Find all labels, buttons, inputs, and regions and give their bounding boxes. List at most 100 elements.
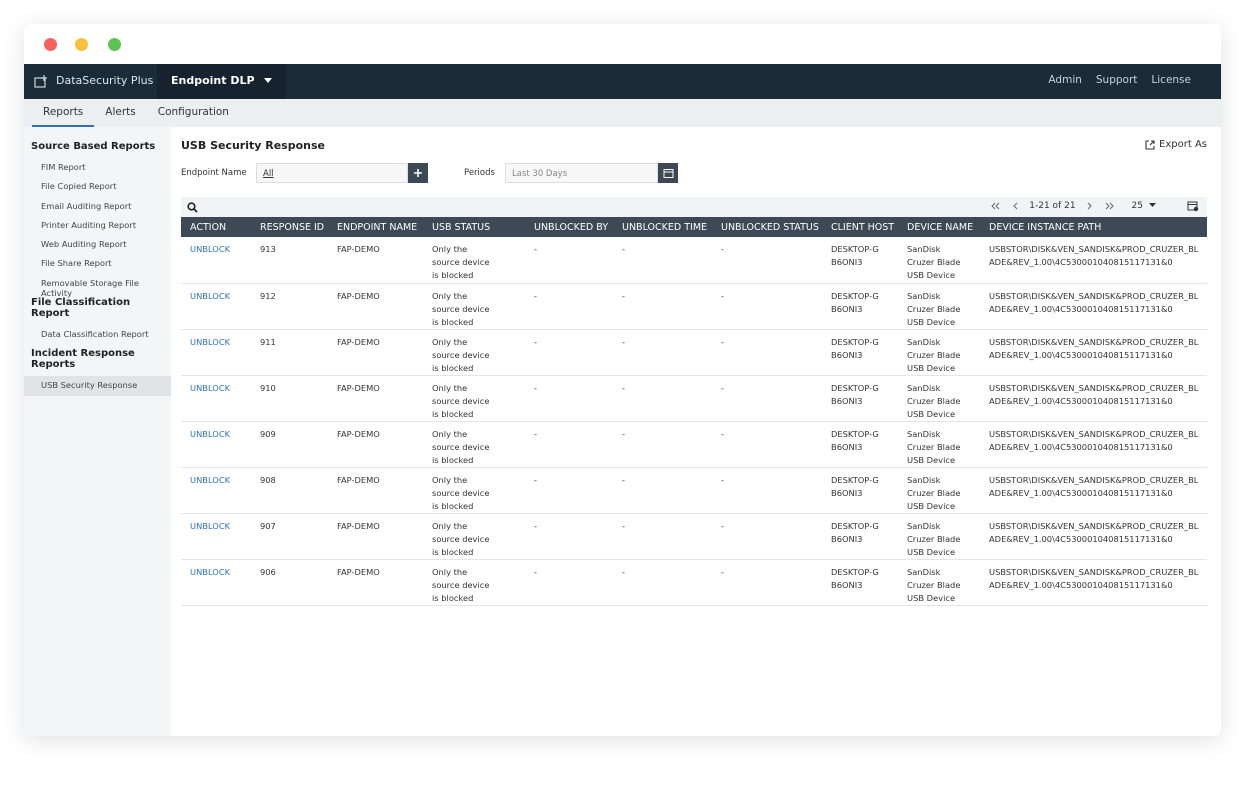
unblock-link[interactable]: UNBLOCK <box>181 467 251 514</box>
header-row: ACTION RESPONSE ID ENDPOINT NAME USB STATUS… <box>181 217 1207 237</box>
table-cell: USBSTOR\DISK&VEN_SANDISK&PROD_CRUZER_BLA… <box>980 375 1207 422</box>
next-page[interactable] <box>1082 200 1096 212</box>
pagination: 1-21 of 21 25 <box>989 200 1199 212</box>
brand[interactable]: DataSecurity Plus <box>56 74 154 87</box>
column-header[interactable]: ACTION <box>181 217 251 237</box>
unblock-link[interactable]: UNBLOCK <box>181 421 251 468</box>
table-cell: 911 <box>251 329 328 376</box>
prev-page[interactable] <box>1009 200 1023 212</box>
sidebar: Source Based Reports FIM Report File Copie… <box>24 127 171 736</box>
top-link[interactable]: Support <box>1095 74 1138 86</box>
table-cell: USBSTOR\DISK&VEN_SANDISK&PROD_CRUZER_BLA… <box>980 467 1207 514</box>
column-header[interactable]: UNBLOCKED TIME <box>613 217 712 237</box>
column-header[interactable]: UNBLOCKED STATUS <box>712 217 822 237</box>
table-cell: - <box>613 559 712 606</box>
table-row: UNBLOCK 910 FAP-DEMO Only the source device… <box>181 375 1207 422</box>
table-cell: FAP-DEMO <box>328 513 423 560</box>
table-cell: - <box>712 467 822 514</box>
first-page[interactable] <box>989 200 1003 212</box>
minimize-button[interactable] <box>75 38 88 51</box>
table-row: UNBLOCK 911 FAP-DEMO Only the source device… <box>181 329 1207 376</box>
close-button[interactable] <box>44 38 57 51</box>
table-cell: - <box>525 467 613 514</box>
page-range: 1-21 of 21 <box>1029 201 1076 211</box>
table-cell: DESKTOP-GB6ONI3 <box>822 283 898 330</box>
column-settings[interactable] <box>1187 201 1199 212</box>
table-cell: FAP-DEMO <box>328 237 423 284</box>
sidebar-item[interactable]: FIM Report <box>41 162 86 172</box>
table-row: UNBLOCK 907 FAP-DEMO Only the source device… <box>181 513 1207 560</box>
column-header[interactable]: DEVICE INSTANCE PATH <box>980 217 1207 237</box>
table-cell: Only the source device is blocked <box>423 329 525 376</box>
export-label[interactable]: Export As <box>1159 139 1207 150</box>
top-link[interactable]: License <box>1151 74 1191 86</box>
sidebar-item[interactable]: File Share Report <box>41 258 112 269</box>
export-icon <box>1145 139 1155 150</box>
table-cell: 907 <box>251 513 328 560</box>
tab[interactable]: Alerts <box>105 106 136 118</box>
table-cell: - <box>712 237 822 284</box>
unblock-link[interactable]: UNBLOCK <box>181 237 251 284</box>
product-switcher[interactable]: Endpoint DLP <box>157 64 287 99</box>
maximize-button[interactable] <box>108 38 121 51</box>
table-row: UNBLOCK 908 FAP-DEMO Only the source device… <box>181 467 1207 514</box>
export-button[interactable]: Export As <box>1145 139 1207 150</box>
table-cell: FAP-DEMO <box>328 559 423 606</box>
column-header[interactable]: DEVICE NAME <box>898 217 980 237</box>
unblock-link[interactable]: UNBLOCK <box>181 329 251 376</box>
column-header[interactable]: ENDPOINT NAME <box>328 217 423 237</box>
endpoint-label: Endpoint Name <box>181 168 247 178</box>
search-icon[interactable] <box>187 202 198 213</box>
table-cell: - <box>613 237 712 284</box>
table-cell: DESKTOP-GB6ONI3 <box>822 513 898 560</box>
table-cell: 909 <box>251 421 328 468</box>
table-cell: - <box>613 375 712 422</box>
table-body: UNBLOCK 913 FAP-DEMO Only the source device… <box>181 237 1207 606</box>
sidebar-item[interactable]: Printer Auditing Report <box>41 219 136 230</box>
unblock-link[interactable]: UNBLOCK <box>181 375 251 422</box>
tab[interactable]: Reports <box>32 99 95 127</box>
sidebar-item[interactable]: Removable Storage File Activity <box>41 277 139 298</box>
unblock-link[interactable]: UNBLOCK <box>181 513 251 560</box>
filters: Endpoint Name All Periods Last 30 Days <box>181 163 678 183</box>
endpoint-input[interactable]: All <box>256 163 408 183</box>
table-row: UNBLOCK 906 FAP-DEMO Only the source device… <box>181 559 1207 606</box>
sidebar-item[interactable]: Email Auditing Report <box>41 200 132 211</box>
table-row: UNBLOCK 909 FAP-DEMO Only the source device… <box>181 421 1207 468</box>
tab[interactable]: Configuration <box>157 106 229 118</box>
table-cell: SanDisk Cruzer Blade USB Device <box>898 467 980 514</box>
product-name[interactable]: Endpoint DLP <box>171 74 255 87</box>
sidebar-item[interactable]: Data Classification Report <box>41 329 149 340</box>
top-link[interactable]: Admin <box>1048 74 1082 86</box>
column-header[interactable]: USB STATUS <box>423 217 525 237</box>
table-cell: FAP-DEMO <box>328 329 423 376</box>
table-cell: SanDisk Cruzer Blade USB Device <box>898 559 980 606</box>
sidebar-item[interactable]: Web Auditing Report <box>41 239 127 250</box>
table-cell: DESKTOP-GB6ONI3 <box>822 329 898 376</box>
table-cell: SanDisk Cruzer Blade USB Device <box>898 329 980 376</box>
last-page[interactable] <box>1102 200 1116 212</box>
calendar-button[interactable] <box>658 163 678 183</box>
unblock-link[interactable]: UNBLOCK <box>181 283 251 330</box>
table-cell: Only the source device is blocked <box>423 237 525 284</box>
dropdown-icon <box>264 78 273 83</box>
column-header[interactable]: UNBLOCKED BY <box>525 217 613 237</box>
table-cell: - <box>613 421 712 468</box>
table-cell: - <box>712 375 822 422</box>
response-table: ACTION RESPONSE ID ENDPOINT NAME USB STATUS… <box>181 217 1207 606</box>
add-endpoint-button[interactable] <box>408 163 428 183</box>
period-input[interactable]: Last 30 Days <box>505 163 658 183</box>
page-size[interactable]: 25 <box>1131 201 1143 211</box>
unblock-link[interactable]: UNBLOCK <box>181 559 251 606</box>
sidebar-section: File Classification Report <box>31 297 131 320</box>
sidebar-item[interactable]: USB Security Response <box>24 376 171 396</box>
table-cell: Only the source device is blocked <box>423 421 525 468</box>
table-cell: Only the source device is blocked <box>423 283 525 330</box>
table-cell: USBSTOR\DISK&VEN_SANDISK&PROD_CRUZER_BLA… <box>980 421 1207 468</box>
column-header[interactable]: RESPONSE ID <box>251 217 328 237</box>
table-cell: SanDisk Cruzer Blade USB Device <box>898 283 980 330</box>
sidebar-item[interactable]: File Copied Report <box>41 181 117 192</box>
column-header[interactable]: CLIENT HOST <box>822 217 898 237</box>
top-links: Admin Support License <box>1048 74 1191 86</box>
